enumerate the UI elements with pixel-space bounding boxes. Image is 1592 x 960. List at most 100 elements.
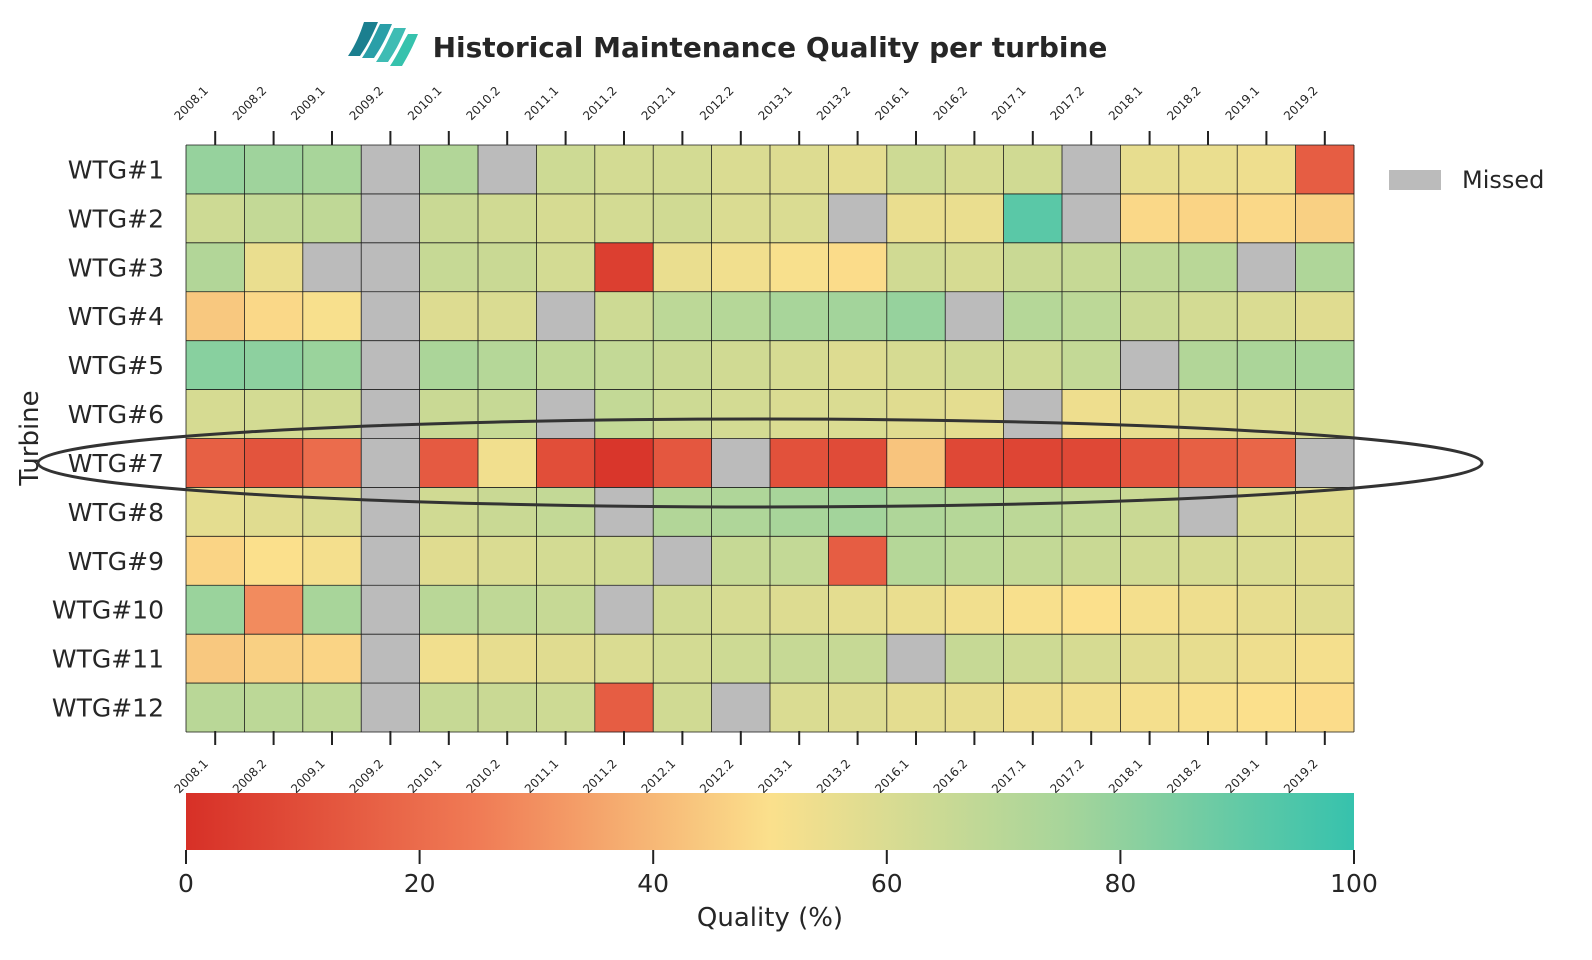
heatmap-cell-missed xyxy=(361,438,420,488)
heatmap-cell xyxy=(1062,585,1121,635)
heatmap-cell-missed xyxy=(711,438,771,488)
heatmap-cell xyxy=(945,683,1004,733)
heatmap-cell xyxy=(536,683,596,733)
heatmap-cell xyxy=(1237,193,1296,244)
heatmap-cell xyxy=(594,634,654,684)
heatmap-cell-missed xyxy=(361,585,420,635)
heatmap-cell xyxy=(886,145,946,195)
column-label: 2010.1 xyxy=(405,757,445,797)
heatmap-cell xyxy=(1237,585,1296,635)
heatmap-cell-missed xyxy=(1062,145,1121,195)
column-label: 2008.1 xyxy=(171,757,211,797)
heatmap-cell xyxy=(244,634,304,684)
heatmap-cell-missed xyxy=(361,340,420,390)
heatmap-cell xyxy=(1237,634,1296,684)
column-label: 2013.1 xyxy=(755,757,795,797)
heatmap-cell xyxy=(1003,683,1063,733)
bottom-column-ticks: 2008.1 2008.2 2009.1 2009.2 2010.1 2010.2 2011… xyxy=(171,731,1326,797)
heatmap-cell xyxy=(594,536,654,586)
heatmap-cell xyxy=(886,683,946,733)
heatmap-cell xyxy=(302,585,362,635)
row-label: WTG#11 xyxy=(52,645,164,674)
heatmap-cell xyxy=(478,340,537,390)
heatmap-cell xyxy=(302,340,362,390)
heatmap-cell xyxy=(770,389,829,439)
heatmap-cell xyxy=(1178,193,1238,244)
heatmap-cell xyxy=(886,536,946,586)
heatmap-cell xyxy=(1120,487,1180,537)
column-label: 2018.2 xyxy=(1164,84,1204,124)
heatmap-cell xyxy=(770,487,829,537)
column-label: 2017.1 xyxy=(989,84,1029,124)
column-label: 2019.2 xyxy=(1281,757,1321,797)
heatmap-cell xyxy=(594,438,654,488)
heatmap-cell xyxy=(1062,536,1121,586)
heatmap-cell xyxy=(244,683,304,733)
column-label: 2016.2 xyxy=(931,84,971,124)
column-label: 2011.1 xyxy=(522,84,562,124)
heatmap-cell xyxy=(244,536,304,586)
heatmap-cell xyxy=(711,585,771,635)
heatmap-cell xyxy=(828,389,888,439)
heatmap-cell xyxy=(419,291,479,341)
heatmap-cell xyxy=(711,340,771,390)
column-label: 2016.1 xyxy=(872,757,912,797)
heatmap-cell xyxy=(1062,340,1121,390)
heatmap-cell xyxy=(419,193,479,244)
heatmap-cell xyxy=(770,536,829,586)
heatmap-cell xyxy=(1295,389,1355,439)
heatmap-cell xyxy=(478,536,537,586)
highlight-ellipse xyxy=(36,417,1484,509)
heatmap-cell xyxy=(1295,536,1355,586)
heatmap-cell xyxy=(1003,291,1063,341)
column-label: 2011.2 xyxy=(580,84,620,124)
heatmap-cell xyxy=(594,389,654,439)
heatmap-cell-missed xyxy=(1295,438,1355,488)
heatmap-cell xyxy=(478,291,537,341)
heatmap-cell xyxy=(302,487,362,537)
heatmap-cell xyxy=(1003,242,1063,293)
column-label: 2013.2 xyxy=(814,84,854,124)
heatmap-cell xyxy=(419,634,479,684)
heatmap-cell xyxy=(536,438,596,488)
row-label: WTG#5 xyxy=(68,351,164,380)
column-label: 2017.2 xyxy=(1047,757,1087,797)
heatmap-cell xyxy=(1295,340,1355,390)
heatmap-cell xyxy=(886,438,946,488)
chart-title: Historical Maintenance Quality per turbi… xyxy=(433,31,1108,64)
heatmap-cell xyxy=(1062,242,1121,293)
heatmap-cell xyxy=(1003,193,1063,244)
row-label: WTG#4 xyxy=(68,302,164,331)
heatmap-cell xyxy=(1120,145,1180,195)
heatmap-cell xyxy=(653,193,712,244)
column-label: 2011.1 xyxy=(522,757,562,797)
heatmap-cell xyxy=(711,145,771,195)
legend-missed-swatch xyxy=(1389,170,1441,190)
colorbar-tick-label: 40 xyxy=(637,869,669,898)
heatmap-cell xyxy=(1178,242,1238,293)
heatmap-cell xyxy=(186,291,245,341)
heatmap-cell xyxy=(536,340,596,390)
heatmap-cell xyxy=(186,536,245,586)
heatmap-cell xyxy=(945,145,1004,195)
heatmap-cell xyxy=(1178,145,1238,195)
heatmap-cell xyxy=(945,389,1004,439)
heatmap-cell xyxy=(653,585,712,635)
heatmap-cell xyxy=(1003,340,1063,390)
heatmap-cell xyxy=(536,536,596,586)
heatmap-cell xyxy=(419,242,479,293)
heatmap-cell-missed xyxy=(361,536,420,586)
heatmap-cell xyxy=(653,389,712,439)
column-label: 2019.1 xyxy=(1223,757,1263,797)
heatmap-cell-missed xyxy=(536,389,596,439)
column-label: 2012.2 xyxy=(697,84,737,124)
heatmap-cell xyxy=(419,683,479,733)
heatmap-cell xyxy=(828,145,888,195)
column-label: 2010.2 xyxy=(463,757,503,797)
heatmap-cell xyxy=(594,291,654,341)
heatmap-cell xyxy=(1120,291,1180,341)
column-label: 2017.1 xyxy=(989,757,1029,797)
column-label: 2008.2 xyxy=(230,84,270,124)
row-label: WTG#6 xyxy=(68,400,164,429)
